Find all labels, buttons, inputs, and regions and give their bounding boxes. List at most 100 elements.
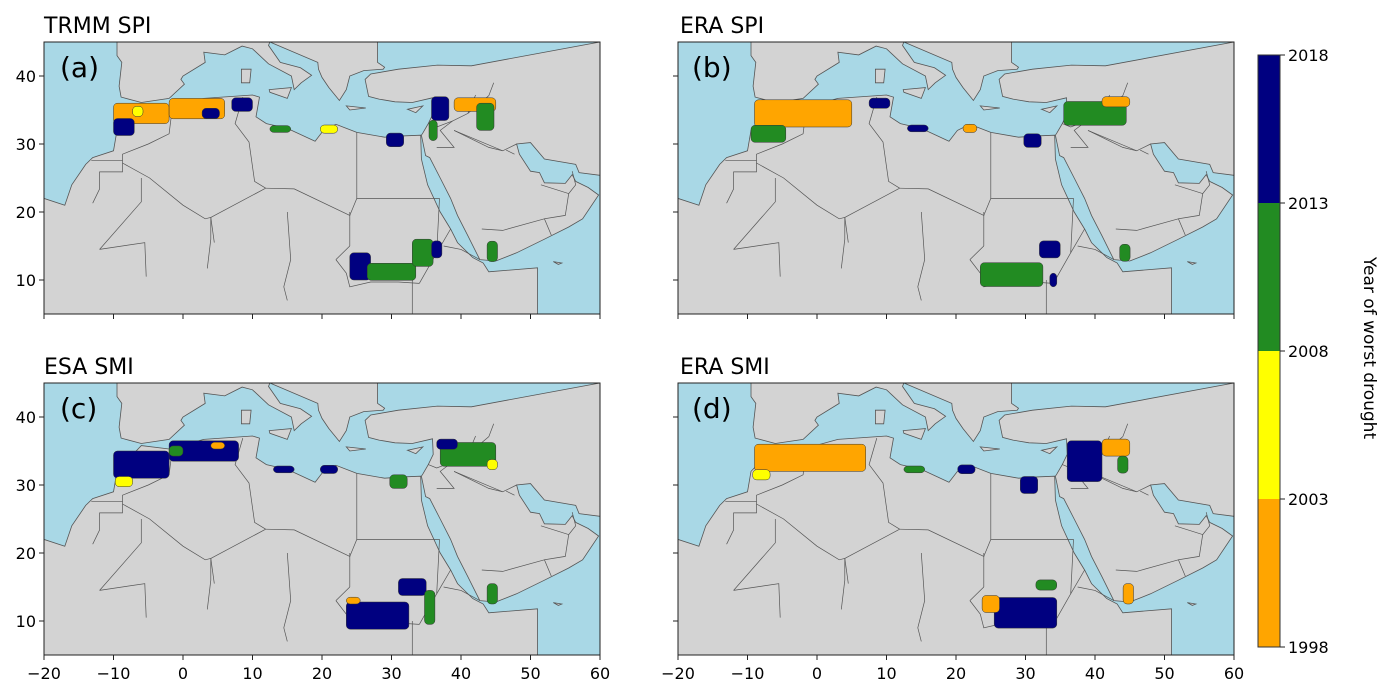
colorbar-tick-label: 1998 (1288, 638, 1329, 657)
drought-region (113, 118, 135, 136)
panel-label: (a) (60, 51, 99, 84)
country-border (206, 217, 212, 269)
country-border (436, 461, 455, 489)
country-border (983, 132, 992, 246)
map-area (677, 382, 1235, 656)
land-sicily (268, 87, 293, 99)
drought-region (320, 124, 338, 134)
drought-region (346, 596, 361, 605)
panel-a: TRMM SPI (a) 40 30 20 10 (16, 14, 601, 319)
country-border (899, 187, 985, 216)
country-border (206, 558, 212, 610)
x-tick-label: 0 (812, 664, 822, 683)
country-border (506, 149, 515, 155)
country-border (756, 162, 849, 243)
drought-region (132, 106, 144, 117)
land-sardinia (875, 409, 886, 425)
country-border (868, 438, 900, 530)
country-border (335, 259, 420, 288)
country-border (335, 245, 351, 260)
panel-label: (d) (692, 392, 732, 425)
country-border (969, 586, 985, 601)
colorbar-bin (1258, 55, 1280, 203)
drought-region (320, 465, 338, 474)
drought-region (486, 240, 498, 262)
country-border (1202, 512, 1211, 535)
drought-region (980, 262, 1044, 287)
drought-region (1063, 101, 1127, 126)
country-border (540, 184, 570, 236)
map-content (678, 42, 1234, 314)
country-border (265, 528, 351, 557)
country-border (1115, 218, 1179, 231)
country-border (844, 528, 900, 559)
panel-label: (c) (60, 392, 97, 425)
x-axis (43, 314, 601, 319)
country-border (733, 583, 781, 618)
x-axis: −20 −10 0 10 20 30 40 50 60 (661, 655, 1244, 683)
colorbar-tick-label: 2003 (1288, 490, 1329, 509)
x-tick-label: 50 (1154, 664, 1174, 683)
drought-region (201, 108, 220, 119)
drought-region (1049, 272, 1058, 288)
country-border (844, 187, 900, 218)
colorbar-bin (1258, 351, 1280, 499)
colorbar-bin (1258, 203, 1280, 351)
drought-region (486, 459, 498, 470)
drought-region (750, 125, 787, 143)
x-tick-label: 30 (1015, 664, 1035, 683)
country-border (99, 519, 142, 591)
country-border (91, 500, 123, 545)
country-border (1077, 586, 1114, 601)
drought-region (476, 102, 495, 131)
country-border (899, 528, 985, 557)
land-crete (979, 446, 1000, 452)
y-axis (673, 416, 678, 622)
country-border (983, 473, 992, 587)
x-tick-label: −20 (27, 664, 61, 683)
drought-region (1066, 440, 1103, 482)
country-border (756, 503, 849, 584)
land-europe (750, 42, 1020, 103)
country-border (1174, 525, 1204, 577)
drought-region (962, 124, 978, 133)
x-tick-label: 10 (242, 664, 262, 683)
panel-d: ERA SMI (d) −20 −10 0 10 20 30 40 50 60 (661, 355, 1244, 683)
panel-title: ESA SMI (44, 355, 134, 380)
country-border (756, 116, 806, 161)
x-axis: −20 −10 0 10 20 30 40 50 60 (27, 655, 610, 683)
country-border (210, 187, 266, 218)
panel-c: ESA SMI (c) −20 −10 0 10 20 30 40 50 60 40 30 20 10 (16, 355, 611, 683)
drought-region (424, 590, 436, 625)
country-border (122, 162, 215, 243)
country-border (283, 552, 292, 642)
land-sicily (902, 87, 927, 99)
land-cyprus (406, 446, 425, 455)
colorbar-tick-label: 2018 (1288, 46, 1329, 65)
drought-region (412, 238, 434, 267)
land-europe (750, 383, 1020, 444)
country-border (99, 178, 142, 250)
drought-region (366, 263, 417, 281)
land-cyprus (1040, 446, 1059, 455)
x-tick-label: −10 (731, 664, 765, 683)
land-sicily (902, 428, 927, 440)
colorbar-bin (1258, 499, 1280, 647)
country-border (840, 558, 846, 610)
country-border (733, 178, 776, 250)
x-tick-label: −20 (661, 664, 695, 683)
y-tick-label: 10 (16, 271, 36, 290)
country-border (840, 217, 846, 269)
map-area (43, 382, 601, 656)
country-border (349, 132, 358, 246)
x-tick-label: 60 (1224, 664, 1244, 683)
y-tick-label: 30 (16, 135, 36, 154)
country-border (568, 171, 577, 194)
drought-region (114, 476, 133, 487)
land-crete (979, 105, 1000, 111)
land-europe (116, 383, 386, 444)
country-border (234, 97, 266, 189)
country-border (122, 116, 172, 161)
x-tick-label: 0 (178, 664, 188, 683)
drought-region (1117, 455, 1129, 474)
